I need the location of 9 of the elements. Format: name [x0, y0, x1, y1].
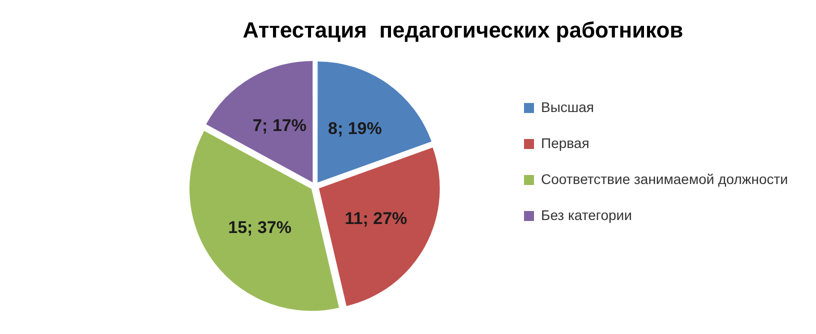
- chart-title: Аттестация педагогических работников: [242, 17, 684, 42]
- data-label: 11; 27%: [344, 209, 408, 228]
- legend-label: Высшая: [541, 98, 594, 115]
- data-label: 8; 19%: [328, 119, 382, 138]
- legend-label: Соответствие занимаемой должности: [541, 170, 788, 187]
- legend-label: Первая: [541, 134, 590, 151]
- legend-label: Без категории: [541, 206, 632, 223]
- data-label: 7; 17%: [252, 116, 306, 136]
- data-label: 15; 37%: [228, 218, 292, 237]
